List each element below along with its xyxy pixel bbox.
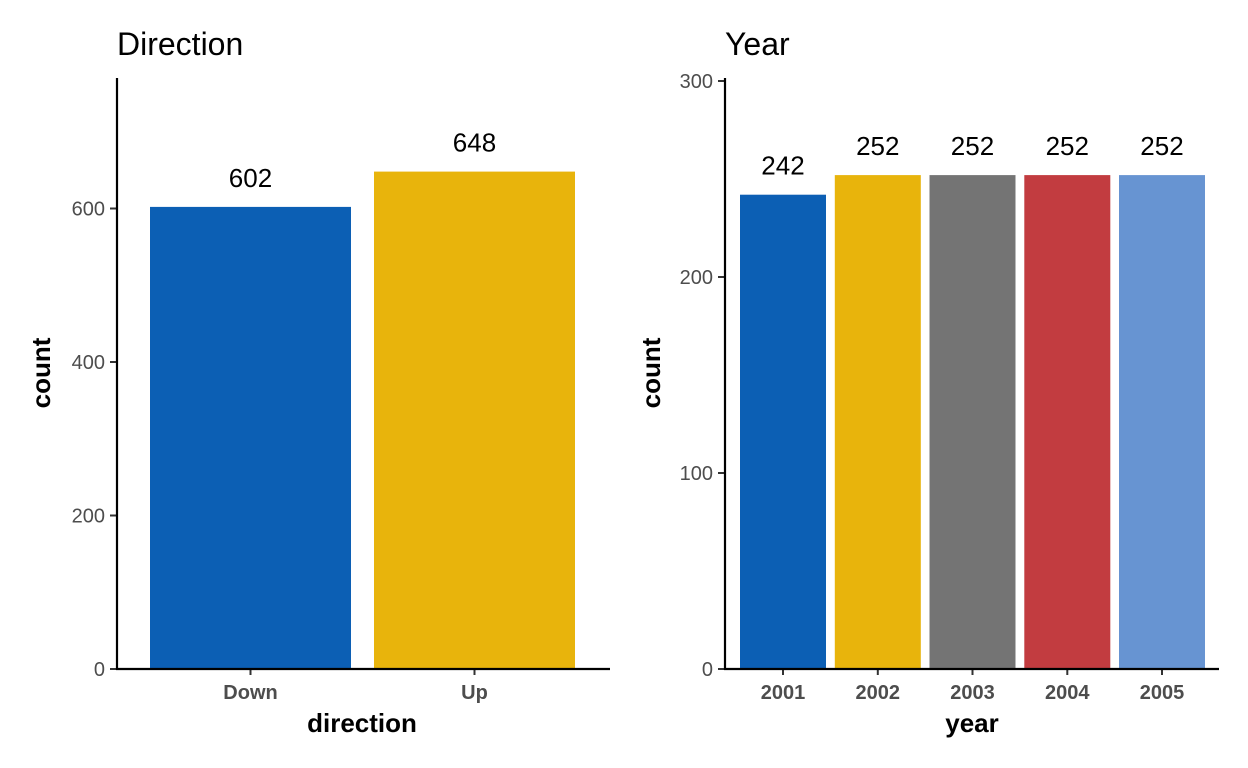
data-label: 648: [453, 128, 496, 158]
bar-2004: [1024, 175, 1111, 669]
x-tick-label: 2004: [1045, 682, 1090, 704]
data-label: 242: [761, 151, 804, 181]
x-tick-label: 2005: [1140, 682, 1185, 704]
data-label: 252: [1046, 131, 1089, 161]
y-tick-label: 0: [702, 659, 713, 681]
bar-2001: [740, 194, 826, 669]
data-label-group: 242 252 252 252 252: [761, 131, 1183, 181]
x-axis-title: direction: [307, 708, 417, 738]
y-axis-ticks: 0 200 400 600: [72, 199, 117, 681]
x-tick-label: Down: [223, 682, 277, 704]
data-label-group: 602 648: [229, 128, 496, 193]
bar-down: [150, 206, 351, 669]
y-tick-label: 100: [680, 463, 713, 485]
x-axis-title: year: [945, 708, 999, 738]
x-axis-ticks: Down Up: [223, 669, 488, 704]
y-axis-title: count: [26, 337, 56, 408]
x-tick-label: 2002: [856, 682, 901, 704]
y-tick-label: 600: [72, 199, 105, 221]
y-tick-label: 0: [94, 659, 105, 681]
x-tick-label: 2003: [950, 682, 995, 704]
data-label: 252: [951, 131, 994, 161]
bar-2003: [929, 175, 1016, 669]
bar-group: [740, 175, 1205, 669]
data-label: 252: [856, 131, 899, 161]
y-tick-label: 200: [680, 267, 713, 289]
y-axis-ticks: 0 100 200 300: [680, 71, 725, 681]
y-tick-label: 200: [72, 506, 105, 528]
bar-2002: [834, 175, 921, 669]
x-tick-label: 2001: [761, 682, 806, 704]
bar-up: [374, 171, 575, 669]
direction-chart-panel: Direction count direction 602 648 0 200 400…: [26, 26, 610, 738]
data-label: 602: [229, 163, 272, 193]
chart-title: Year: [725, 26, 790, 62]
chart-title: Direction: [117, 26, 243, 62]
y-axis-title: count: [636, 337, 666, 408]
data-label: 252: [1140, 131, 1183, 161]
y-tick-label: 400: [72, 352, 105, 374]
x-axis-ticks: 2001 2002 2003 2004 2005: [761, 669, 1185, 704]
bar-group: [150, 171, 575, 669]
x-tick-label: Up: [461, 682, 488, 704]
y-tick-label: 300: [680, 71, 713, 93]
bar-2005: [1119, 175, 1205, 669]
